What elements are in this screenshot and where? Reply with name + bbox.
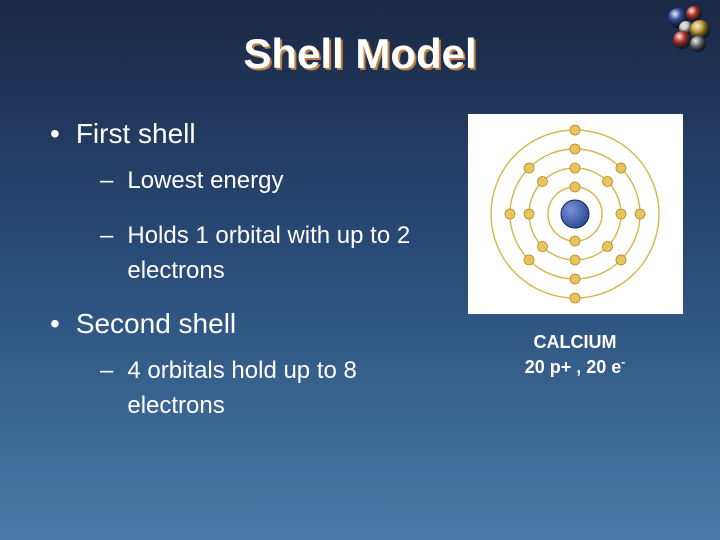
slide-title: Shell Model (243, 30, 476, 77)
bullet-text: First shell (76, 118, 196, 150)
bullet-list: • First shell – Lowest energy – Holds 1 … (30, 108, 460, 444)
diagram-column: CALCIUM 20 p+ , 20 e- (460, 108, 690, 444)
bullet-marker: – (100, 219, 113, 254)
bullet-text: Lowest energy (127, 164, 283, 199)
bullet-text: Second shell (76, 308, 236, 340)
corner-molecule-icon (660, 4, 716, 52)
slide-body: • First shell – Lowest energy – Holds 1 … (0, 78, 720, 444)
list-item: • Second shell (50, 308, 460, 340)
bullet-marker: – (100, 354, 113, 389)
bullet-marker: • (50, 308, 60, 340)
list-item: – 4 orbitals hold up to 8 electrons (100, 354, 460, 424)
atom-diagram (468, 114, 683, 314)
caption-line-2: 20 p+ , 20 e- (460, 354, 690, 379)
slide-title-container: Shell Model (0, 0, 720, 78)
bullet-text: Holds 1 orbital with up to 2 electrons (127, 219, 460, 289)
bullet-marker: • (50, 118, 60, 150)
diagram-caption: CALCIUM 20 p+ , 20 e- (460, 330, 690, 380)
list-item: – Holds 1 orbital with up to 2 electrons (100, 219, 460, 289)
bullet-marker: – (100, 164, 113, 199)
caption-line-1: CALCIUM (460, 330, 690, 354)
bullet-text: 4 orbitals hold up to 8 electrons (127, 354, 460, 424)
list-item: • First shell (50, 118, 460, 150)
list-item: – Lowest energy (100, 164, 460, 199)
